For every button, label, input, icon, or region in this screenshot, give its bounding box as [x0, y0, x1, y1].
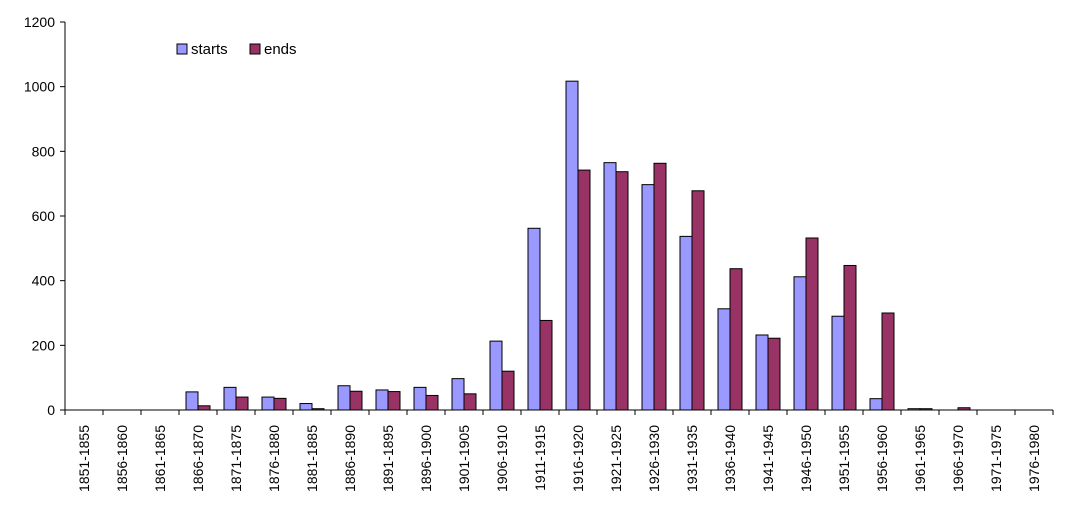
y-tick-label: 600	[32, 208, 56, 224]
bar-ends-1951-1955	[843, 264, 857, 411]
bar-starts-1876-1880	[261, 396, 275, 411]
bar-ends-1891-1895	[387, 391, 401, 411]
bar-ends-1926-1930	[653, 162, 667, 411]
bar-ends-1931-1935	[691, 190, 705, 411]
x-tick-label: 1941-1945	[760, 425, 776, 492]
legend-label-starts: starts	[191, 41, 228, 58]
bar-starts-1921-1925	[603, 162, 617, 411]
axes	[60, 21, 1054, 415]
x-tick-label: 1856-1860	[114, 425, 130, 492]
bar-starts-1931-1935	[679, 235, 693, 411]
bar-starts-1961-1965	[907, 408, 921, 411]
x-tick-label: 1886-1890	[342, 425, 358, 492]
bar-ends-1881-1885	[311, 408, 325, 411]
y-tick-label: 800	[32, 143, 56, 159]
bar-ends-1896-1900	[425, 394, 439, 411]
x-tick-label: 1921-1925	[608, 425, 624, 492]
bar-ends-1966-1970	[957, 407, 971, 411]
bar-starts-1951-1955	[831, 315, 845, 411]
bar-ends-1936-1940	[729, 268, 743, 411]
bar-starts-1891-1895	[375, 389, 389, 411]
x-tick-label: 1891-1895	[380, 425, 396, 492]
x-tick-label: 1901-1905	[456, 425, 472, 492]
bar-starts-1941-1945	[755, 334, 769, 411]
y-tick-label: 200	[32, 337, 56, 353]
y-tick-label: 0	[47, 402, 55, 418]
bar-starts-1901-1905	[451, 378, 465, 411]
bar-ends-1901-1905	[463, 393, 477, 411]
bar-starts-1866-1870	[185, 391, 199, 411]
x-tick-label: 1936-1940	[722, 425, 738, 492]
x-tick-label: 1951-1955	[836, 425, 852, 492]
x-tick-label: 1966-1970	[950, 425, 966, 492]
bar-ends-1911-1915	[539, 319, 553, 411]
x-tick-label: 1876-1880	[266, 425, 282, 492]
x-tick-label: 1971-1975	[988, 425, 1004, 492]
legend: starts ends	[176, 41, 297, 58]
bar-starts-1906-1910	[489, 340, 503, 411]
x-tick-label: 1916-1920	[570, 425, 586, 492]
x-tick-label: 1911-1915	[532, 425, 548, 491]
bar-ends-1871-1875	[235, 396, 249, 411]
x-tick-label: 1956-1960	[874, 425, 890, 492]
x-tick-label: 1906-1910	[494, 425, 510, 492]
x-tick-label: 1861-1865	[152, 425, 168, 492]
x-tick-label: 1976-1980	[1026, 425, 1042, 492]
legend-swatch-starts	[176, 43, 188, 55]
x-tick-label: 1866-1870	[190, 425, 206, 492]
x-tick-label: 1871-1875	[228, 425, 244, 492]
bar-ends-1916-1920	[577, 169, 591, 411]
x-tick-label: 1961-1965	[912, 425, 928, 492]
bar-ends-1906-1910	[501, 370, 515, 411]
bar-ends-1946-1950	[805, 237, 819, 411]
bar-ends-1941-1945	[767, 337, 781, 411]
bar-starts-1881-1885	[299, 403, 313, 411]
bar-starts-1916-1920	[565, 80, 579, 411]
legend-swatch-ends	[249, 43, 261, 55]
bars	[185, 80, 971, 411]
x-tick-label: 1851-1855	[76, 425, 92, 492]
bar-ends-1956-1960	[881, 312, 895, 411]
bar-starts-1936-1940	[717, 308, 731, 411]
x-tick-label: 1926-1930	[646, 425, 662, 492]
bar-ends-1876-1880	[273, 397, 287, 411]
y-tick-label: 400	[32, 273, 56, 289]
bar-starts-1886-1890	[337, 385, 351, 411]
bar-starts-1871-1875	[223, 386, 237, 411]
bar-starts-1946-1950	[793, 276, 807, 411]
bar-ends-1921-1925	[615, 171, 629, 411]
x-tick-label: 1896-1900	[418, 425, 434, 492]
x-tick-label: 1931-1935	[684, 425, 700, 492]
x-tick-label: 1946-1950	[798, 425, 814, 492]
x-tick-label: 1881-1885	[304, 425, 320, 492]
tick-labels: 0 200 400 600 800 1000 1200 1851-1855 1856-1860 1…	[24, 14, 1042, 492]
bar-ends-1886-1890	[349, 390, 363, 411]
bar-starts-1956-1960	[869, 398, 883, 411]
y-tick-label: 1000	[24, 79, 55, 95]
legend-label-ends: ends	[264, 41, 297, 58]
bar-starts-1926-1930	[641, 184, 655, 411]
y-tick-label: 1200	[24, 14, 55, 30]
bar-ends-1866-1870	[197, 405, 211, 411]
bar-starts-1896-1900	[413, 386, 427, 411]
bar-ends-1961-1965	[919, 408, 933, 411]
bar-starts-1911-1915	[527, 227, 541, 411]
